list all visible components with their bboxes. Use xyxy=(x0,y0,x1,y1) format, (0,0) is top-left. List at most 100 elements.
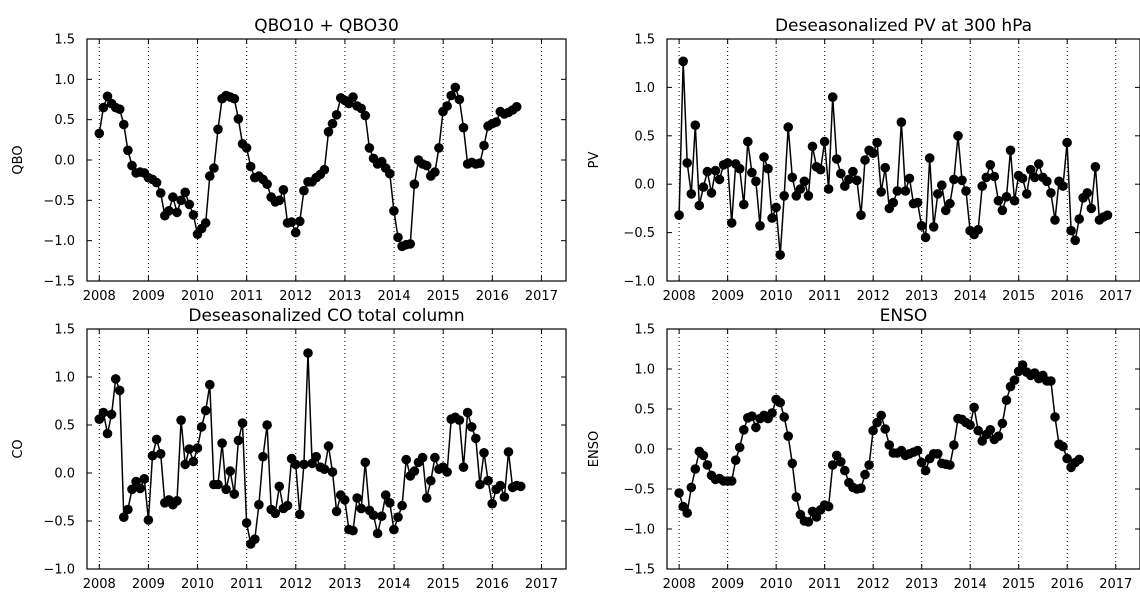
data-point xyxy=(779,412,789,422)
data-point xyxy=(172,496,182,506)
series-co xyxy=(94,348,526,549)
data-point xyxy=(151,434,162,445)
data-point xyxy=(920,232,931,243)
data-point xyxy=(811,512,822,522)
data-point xyxy=(682,158,692,168)
x-tick-label: 2015 xyxy=(427,289,460,304)
data-point xyxy=(1017,360,1028,370)
data-point xyxy=(961,186,971,196)
data-point xyxy=(348,525,358,536)
data-point xyxy=(840,465,850,476)
data-point xyxy=(884,440,895,450)
data-point xyxy=(783,122,793,132)
data-point xyxy=(184,444,195,454)
y-tick-label: −0.5 xyxy=(43,194,75,209)
axes-frame xyxy=(86,328,567,570)
data-point xyxy=(270,508,281,519)
panel-co: 2008 2009 2010 2011 2012 2013 2014 2015 2016 2017… xyxy=(11,306,567,592)
y-tick-label: 0.0 xyxy=(54,467,75,482)
data-point xyxy=(1066,225,1076,236)
data-point xyxy=(957,175,967,186)
data-point xyxy=(479,140,489,151)
data-point xyxy=(739,425,749,435)
data-point xyxy=(356,503,367,514)
data-point xyxy=(258,451,268,462)
x-tick-label: 2010 xyxy=(760,577,793,592)
y-tick-label: 1.5 xyxy=(54,323,75,338)
x-tick-label: 2015 xyxy=(427,577,460,592)
data-point xyxy=(933,449,943,459)
data-point xyxy=(730,455,741,466)
data-point xyxy=(188,456,199,467)
data-point xyxy=(945,198,955,209)
data-point xyxy=(434,143,444,153)
chart-title: Deseasonalized CO total column xyxy=(188,306,464,326)
data-point xyxy=(823,184,834,194)
data-point xyxy=(155,449,166,459)
data-point xyxy=(1017,173,1028,184)
data-point xyxy=(880,424,890,434)
data-point xyxy=(823,501,834,512)
data-point xyxy=(147,450,158,461)
axes-frame xyxy=(86,38,567,282)
data-point xyxy=(1034,159,1044,169)
data-point xyxy=(791,492,802,502)
y-tick-label: 0.0 xyxy=(634,178,655,193)
x-tick-label: 2010 xyxy=(181,289,214,304)
data-point xyxy=(393,512,403,522)
data-point xyxy=(1005,145,1016,156)
data-point xyxy=(1029,172,1040,183)
axes-frame xyxy=(666,38,1140,282)
series-line xyxy=(98,352,521,546)
data-point xyxy=(896,117,907,127)
data-point xyxy=(188,210,199,220)
chart-title: QBO10 + QBO30 xyxy=(254,16,399,36)
data-point xyxy=(192,443,203,453)
data-point xyxy=(151,177,162,188)
data-point xyxy=(511,102,522,112)
data-point xyxy=(912,197,923,208)
data-point xyxy=(1090,162,1101,172)
series-line xyxy=(678,61,1108,255)
data-point xyxy=(319,464,330,475)
data-point xyxy=(726,218,737,228)
data-point xyxy=(462,407,473,418)
data-point xyxy=(1021,189,1032,199)
data-point xyxy=(876,187,886,197)
data-point xyxy=(836,168,846,179)
data-point xyxy=(779,191,789,201)
data-point xyxy=(1070,235,1080,246)
data-point xyxy=(993,195,1004,206)
data-point xyxy=(1074,454,1084,465)
data-point xyxy=(1086,203,1097,214)
chart-title: ENSO xyxy=(880,306,928,326)
data-point xyxy=(872,417,882,428)
x-tick-label: 2012 xyxy=(279,577,312,592)
data-point xyxy=(229,93,240,104)
data-point xyxy=(123,145,133,156)
data-point xyxy=(102,91,113,102)
data-point xyxy=(98,407,109,418)
data-point xyxy=(372,528,383,539)
data-point xyxy=(1042,176,1052,187)
data-point xyxy=(751,176,761,187)
data-point xyxy=(698,182,709,192)
data-point xyxy=(985,425,996,435)
panel-enso: 2008 2009 2010 2011 2012 2013 2014 2015 2016 2017… xyxy=(587,306,1140,592)
data-point xyxy=(916,457,927,468)
data-point xyxy=(864,460,874,470)
data-point xyxy=(1025,164,1036,175)
data-point xyxy=(920,465,931,476)
data-point xyxy=(880,162,890,173)
data-point xyxy=(405,239,416,249)
y-axis-label: QBO xyxy=(11,145,26,174)
data-point xyxy=(888,197,899,208)
data-point xyxy=(389,524,399,535)
data-point xyxy=(217,438,227,449)
y-axis-label: PV xyxy=(587,152,602,169)
data-point xyxy=(180,459,190,470)
data-point xyxy=(290,227,301,238)
data-point xyxy=(1001,395,1012,406)
data-point xyxy=(176,415,186,426)
